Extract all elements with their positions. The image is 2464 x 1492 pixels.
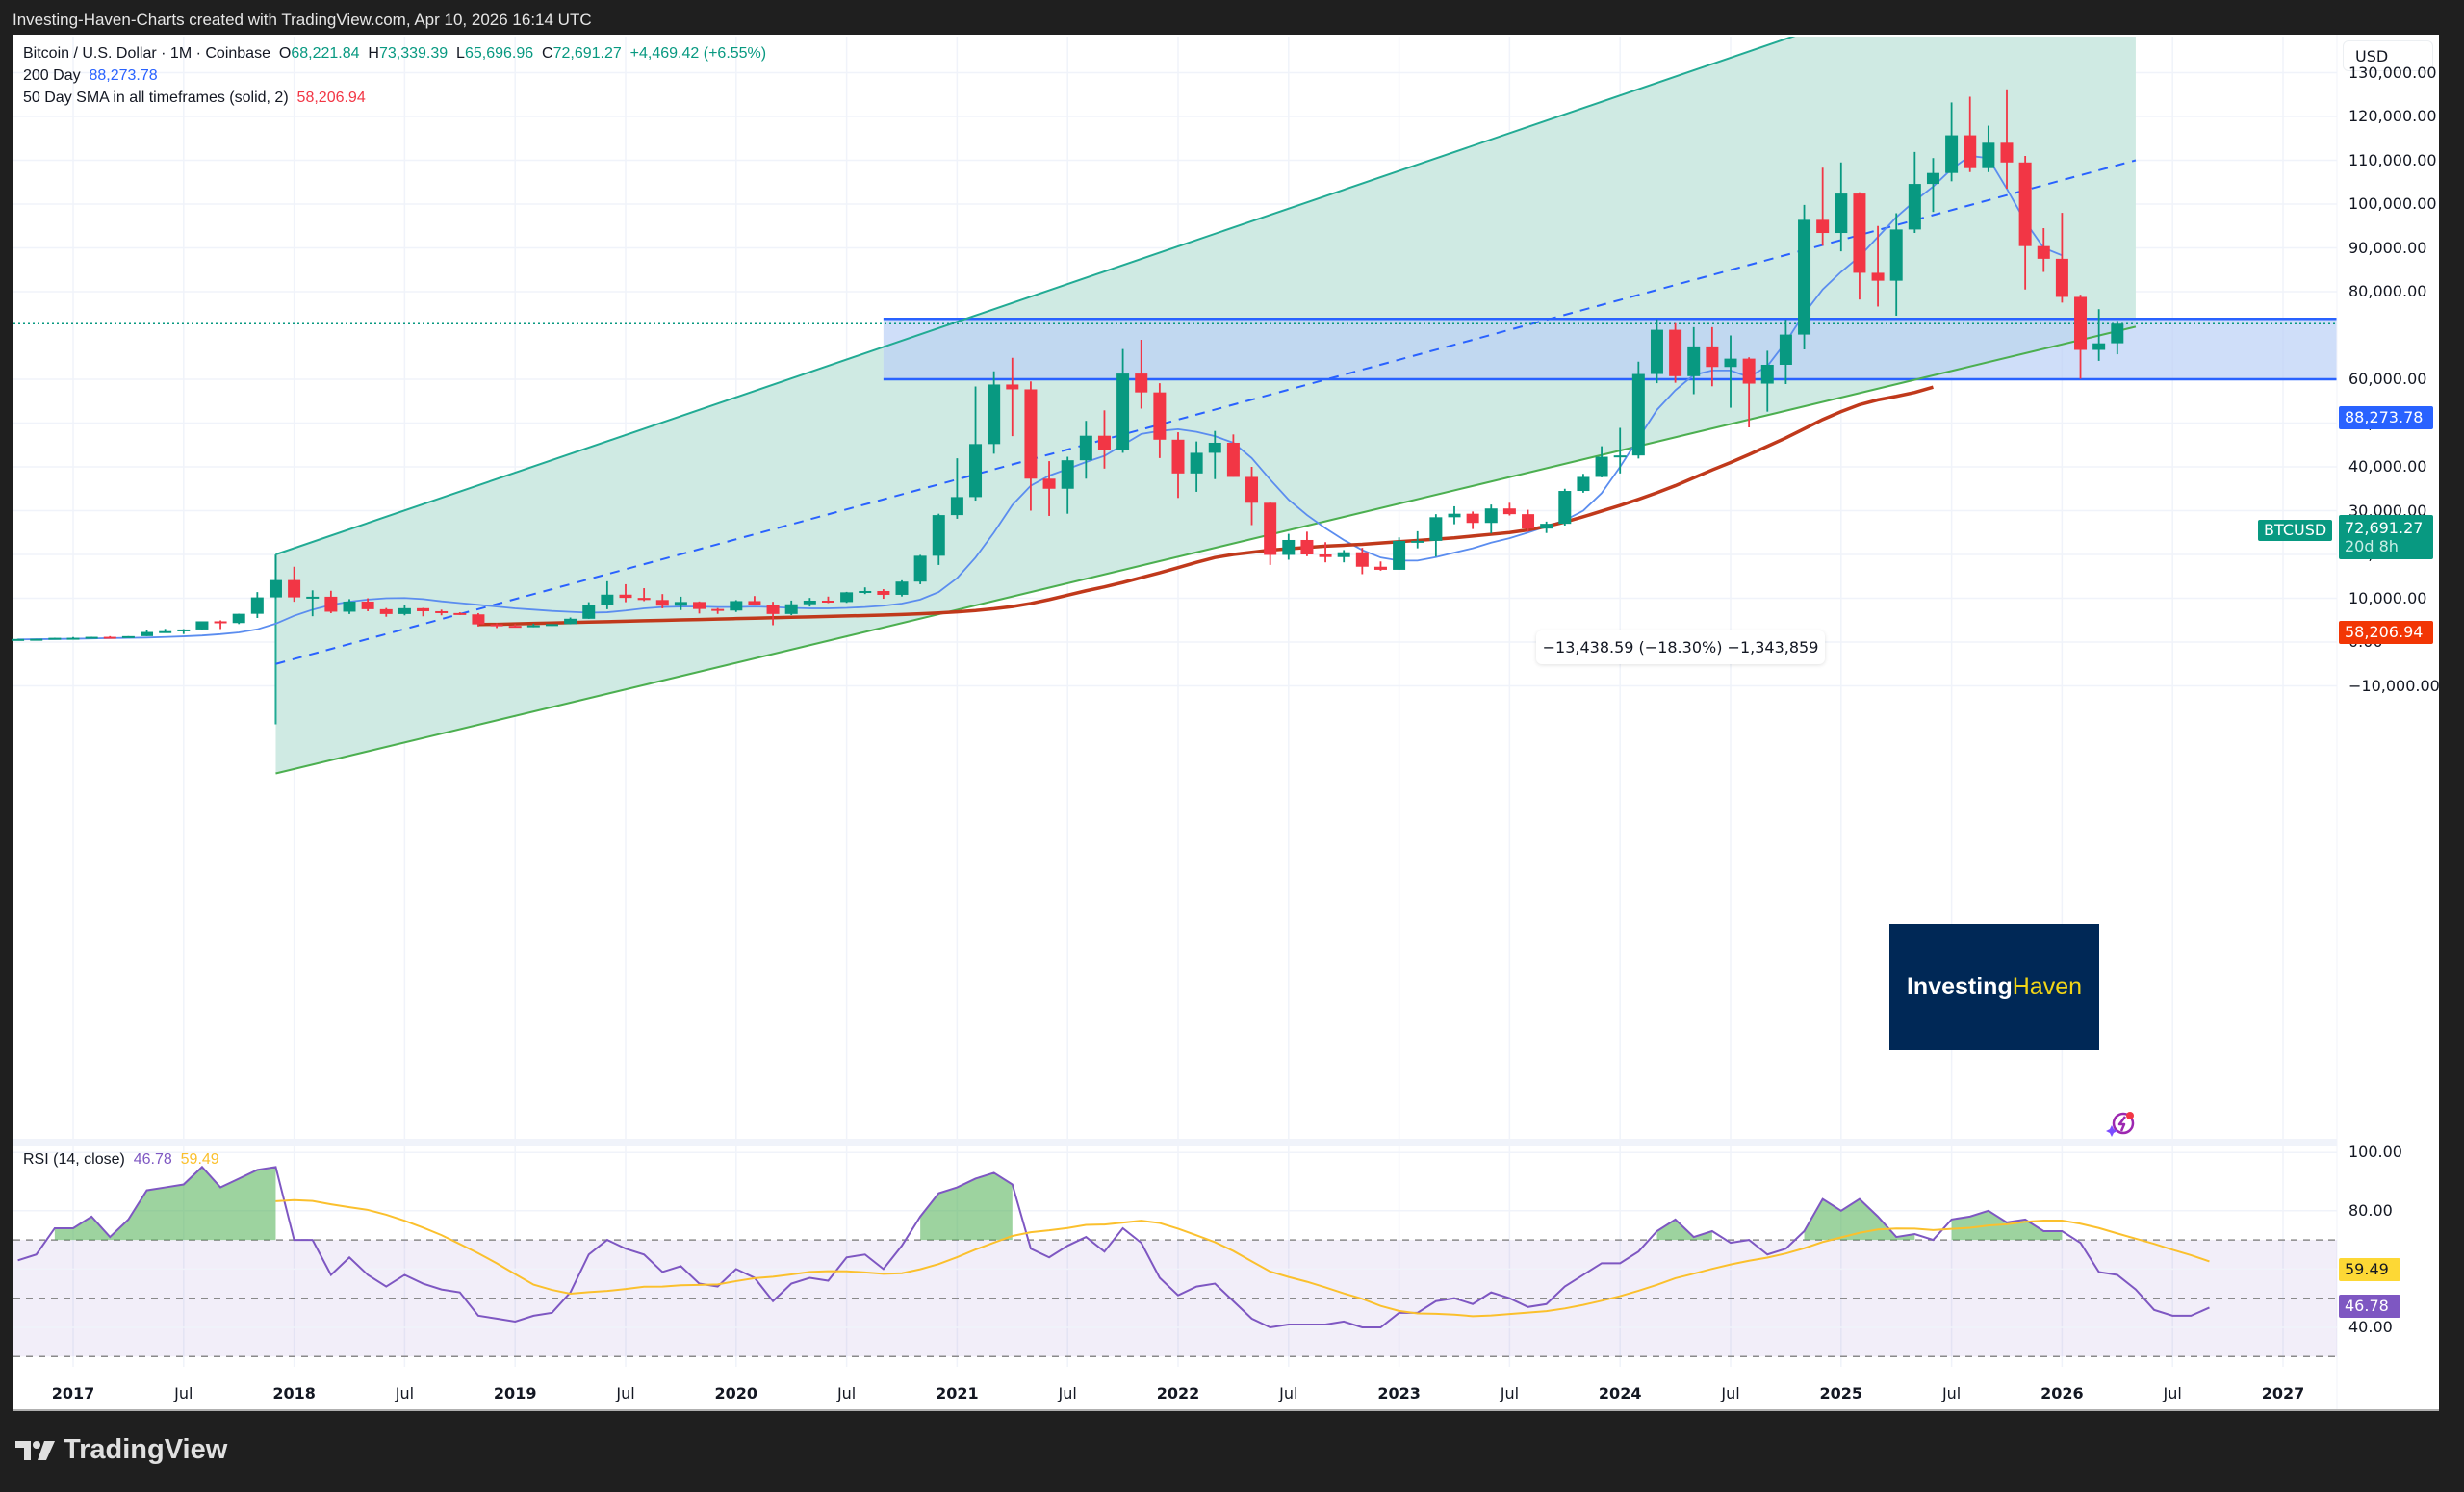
- price-tick-label: 110,000.00: [2348, 150, 2437, 169]
- ma200-legend-row[interactable]: 200 Day 88,273.78: [23, 64, 766, 87]
- investinghaven-logo: Investing Haven: [1889, 924, 2099, 1050]
- close-value: 72,691.27: [552, 45, 622, 62]
- price-tick-label: 90,000.00: [2348, 238, 2427, 257]
- rsi-label: RSI (14, close): [23, 1151, 125, 1168]
- time-tick-label: Jul: [1279, 1384, 1298, 1402]
- rsi-ma-tag: 59.49: [2339, 1258, 2400, 1281]
- price-tick-label: 30,000.00: [2348, 501, 2427, 520]
- time-tick-label: 2026: [2040, 1384, 2084, 1402]
- ma200-value: 88,273.78: [89, 67, 158, 84]
- price-tick-label: 60,000.00: [2348, 370, 2427, 388]
- time-tick-label: 2018: [272, 1384, 316, 1402]
- rsi-tick-label: 80.00: [2348, 1200, 2393, 1220]
- low-value: 65,696.96: [464, 45, 534, 62]
- ma200-label: 200 Day: [23, 67, 81, 84]
- time-tick-label: 2025: [1819, 1384, 1863, 1402]
- logo-text-investing: Investing: [1906, 973, 2013, 1000]
- symbol-legend-row[interactable]: Bitcoin / U.S. Dollar · 1M · Coinbase O6…: [23, 45, 767, 62]
- rsi-value: 46.78: [133, 1151, 172, 1168]
- time-tick-label: Jul: [1941, 1384, 1962, 1402]
- series-legend: Bitcoin / U.S. Dollar · 1M · Coinbase O6…: [23, 42, 766, 109]
- price-tick-label: 120,000.00: [2348, 107, 2437, 125]
- price-tick-label: 100,000.00: [2348, 194, 2437, 213]
- chart-watermark-header: Investing-Haven-Charts created with Trad…: [13, 11, 592, 29]
- lightning-assistant-icon[interactable]: [2106, 1109, 2137, 1140]
- open-value: 68,221.84: [291, 45, 360, 62]
- price-tick-label: −10,000.00: [2348, 676, 2440, 695]
- time-tick-label: Jul: [1500, 1384, 1520, 1402]
- time-tick-label: 2021: [936, 1384, 979, 1402]
- sma50-value: 58,206.94: [296, 90, 366, 106]
- sma50-price-tag: 58,206.94: [2339, 621, 2433, 644]
- time-tick-label: 2023: [1377, 1384, 1421, 1402]
- rsi-ma-value: 59.49: [180, 1151, 219, 1168]
- tradingview-brand: TradingView: [64, 1434, 228, 1465]
- time-tick-label: Jul: [1058, 1384, 1077, 1402]
- high-value: 73,339.39: [378, 45, 449, 62]
- price-tick-label: 80,000.00: [2348, 282, 2427, 300]
- time-tick-label: 2022: [1156, 1384, 1200, 1402]
- time-tick-label: 2024: [1598, 1384, 1642, 1402]
- time-tick-label: 2017: [51, 1384, 95, 1402]
- symbol-tag: BTCUSD: [2258, 520, 2333, 541]
- price-tick-label: 40,000.00: [2348, 457, 2427, 476]
- sma50-legend-row[interactable]: 50 Day SMA in all timeframes (solid, 2) …: [23, 87, 766, 109]
- time-tick-label: 2019: [493, 1384, 537, 1402]
- tradingview-footer: TradingView: [15, 1434, 227, 1466]
- measure-tool-label[interactable]: −13,438.59 (−18.30%) −1,343,859: [1536, 630, 1825, 664]
- ma200-price-tag: 88,273.78: [2339, 406, 2433, 429]
- time-tick-label: Jul: [174, 1384, 193, 1402]
- rsi-tag: 46.78: [2339, 1295, 2400, 1318]
- time-tick-label: 2027: [2261, 1384, 2305, 1402]
- change-value: +4,469.42 (+6.55%): [629, 45, 767, 62]
- symbol-name: Bitcoin / U.S. Dollar · 1M · Coinbase: [23, 45, 270, 62]
- time-tick-label: Jul: [2163, 1384, 2182, 1402]
- price-tick-label: 130,000.00: [2348, 63, 2437, 82]
- time-tick-label: Jul: [836, 1384, 857, 1402]
- sma50-label: 50 Day SMA in all timeframes (solid, 2): [23, 90, 289, 106]
- currency-button[interactable]: USD: [2343, 40, 2433, 71]
- logo-text-haven: Haven: [2012, 973, 2082, 1000]
- rsi-tick-label: 40.00: [2348, 1318, 2393, 1336]
- price-tick-label: 10,000.00: [2348, 588, 2427, 607]
- rsi-tick-label: 100.00: [2348, 1143, 2402, 1162]
- time-tick-label: Jul: [616, 1384, 635, 1402]
- last-price: 72,691.27: [2345, 519, 2424, 537]
- last-price-tag: 72,691.27 20d 8h: [2339, 515, 2433, 559]
- time-tick-label: 2020: [714, 1384, 758, 1402]
- time-tick-label: Jul: [395, 1384, 415, 1402]
- time-tick-label: Jul: [1721, 1384, 1740, 1402]
- rsi-legend[interactable]: RSI (14, close) 46.78 59.49: [23, 1151, 219, 1169]
- bar-countdown: 20d 8h: [2345, 537, 2399, 555]
- tradingview-logo-icon: [15, 1440, 55, 1460]
